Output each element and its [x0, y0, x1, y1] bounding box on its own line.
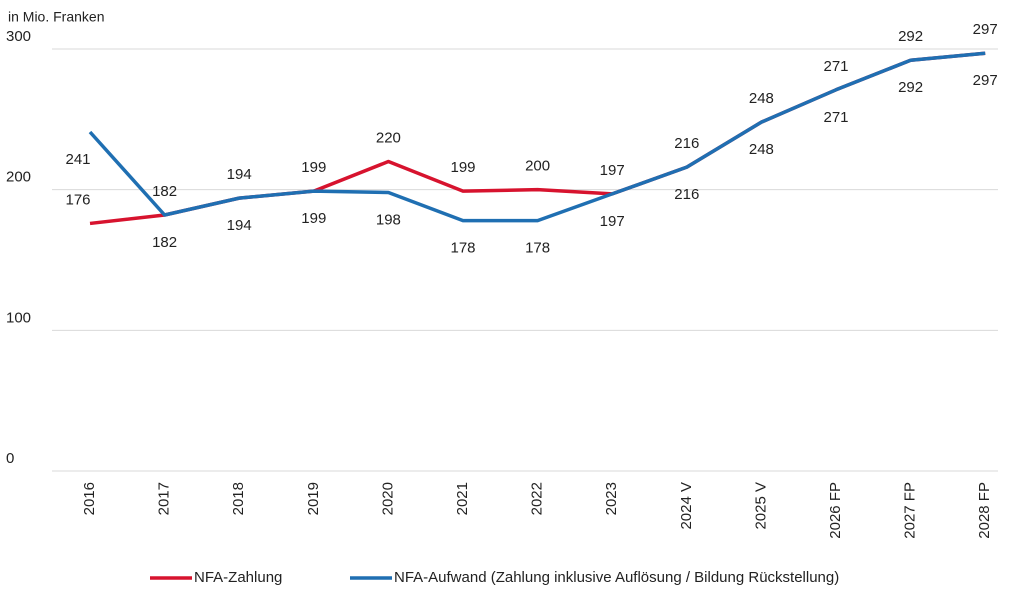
data-label: 197 — [600, 162, 625, 179]
x-tick-label: 2025 V — [752, 482, 769, 530]
series-line — [89, 51, 986, 226]
data-label: 200 — [525, 158, 550, 175]
legend-label: NFA-Zahlung — [194, 569, 282, 586]
data-label: 199 — [301, 210, 326, 227]
y-axis-label: in Mio. Franken — [8, 9, 104, 25]
x-tick-label: 2020 — [379, 482, 396, 515]
x-tick-label: 2016 — [81, 482, 98, 515]
data-label: 292 — [898, 79, 923, 96]
data-label: 241 — [65, 151, 90, 168]
data-label: 178 — [525, 240, 550, 257]
data-label: 271 — [823, 58, 848, 75]
data-label: 182 — [152, 183, 177, 200]
data-label: 220 — [376, 130, 401, 147]
data-label: 198 — [376, 211, 401, 228]
data-label: 271 — [823, 109, 848, 126]
data-label: 216 — [674, 135, 699, 152]
data-label: 248 — [749, 141, 774, 158]
data-label: 199 — [450, 159, 475, 176]
data-label: 182 — [152, 234, 177, 251]
data-label: 248 — [749, 90, 774, 107]
y-tick-label: 0 — [6, 450, 14, 467]
y-tick-label: 300 — [6, 28, 31, 45]
data-label: 194 — [227, 217, 252, 234]
x-tick-label: 2027 FP — [902, 482, 919, 539]
x-tick-label: 2022 — [529, 482, 546, 515]
x-tick-label: 2017 — [156, 482, 173, 515]
x-tick-label: 2021 — [454, 482, 471, 515]
data-label: 216 — [674, 186, 699, 203]
data-label: 199 — [301, 159, 326, 176]
x-tick-label: 2018 — [230, 482, 247, 515]
x-tick-label: 2028 FP — [976, 482, 993, 539]
y-tick-label: 100 — [6, 309, 31, 326]
x-tick-label: 2024 V — [678, 482, 695, 530]
legend-label: NFA-Aufwand (Zahlung inklusive Auflösung… — [394, 569, 839, 586]
y-tick-label: 200 — [6, 169, 31, 186]
data-label: 194 — [227, 166, 252, 183]
data-label: 178 — [450, 240, 475, 257]
data-label: 297 — [973, 21, 998, 38]
x-tick-label: 2019 — [305, 482, 322, 515]
data-label: 292 — [898, 28, 923, 45]
data-label: 176 — [65, 191, 90, 208]
x-tick-label: 2023 — [603, 482, 620, 515]
data-label: 197 — [600, 213, 625, 230]
series-line — [88, 51, 986, 223]
x-tick-label: 2026 FP — [827, 482, 844, 539]
data-label: 297 — [973, 72, 998, 89]
